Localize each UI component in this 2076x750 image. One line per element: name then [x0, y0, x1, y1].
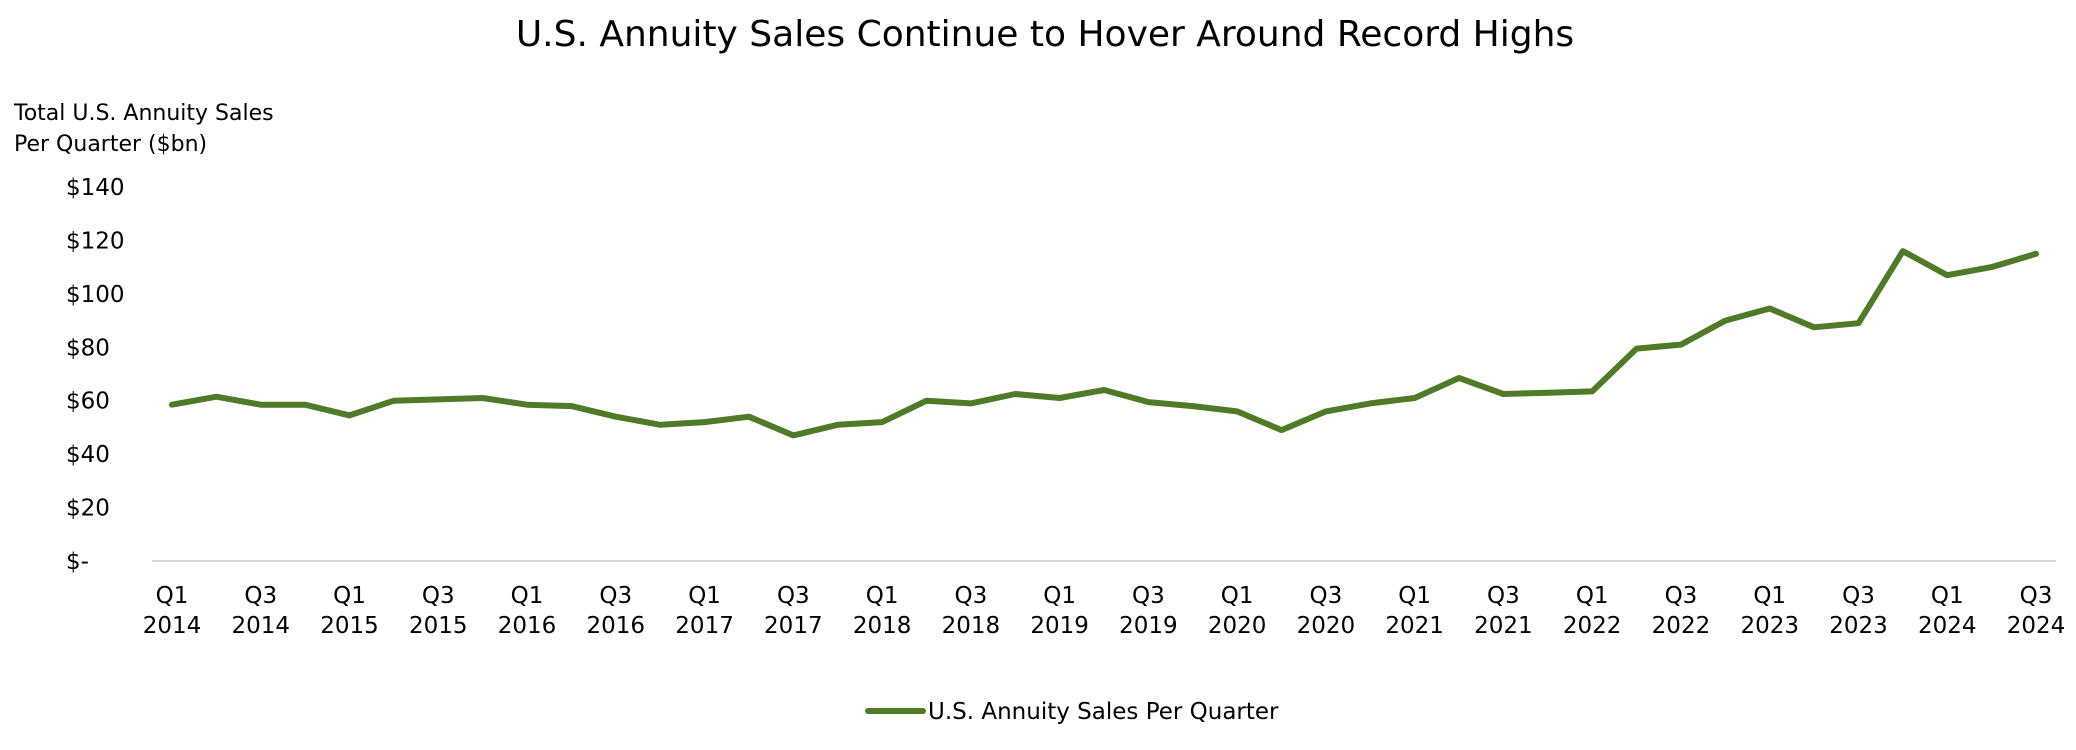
y-tick-label: $60 [66, 389, 110, 415]
x-tick-label-year: 2020 [1297, 613, 1356, 639]
x-tick-label-year: 2015 [409, 613, 468, 639]
x-tick-label-quarter: Q3 [777, 583, 810, 609]
x-tick-label-quarter: Q1 [1931, 583, 1964, 609]
y-axis-label-line-2: Per Quarter ($bn) [14, 132, 207, 157]
x-tick-label-quarter: Q1 [333, 583, 366, 609]
x-axis-ticks: Q1 2014 Q3 2014 Q1 2015 Q3 2015 Q1 2016 Q3 2016 Q1 20… [143, 583, 2066, 639]
x-tick-label-year: 2022 [1563, 613, 1622, 639]
y-axis-ticks: $- $20 $40 $60 $80 $100 $120 $140 [66, 175, 125, 575]
x-tick-label-quarter: Q3 [1310, 583, 1343, 609]
y-tick-label: $40 [66, 442, 110, 468]
x-tick-label-quarter: Q1 [1043, 583, 1076, 609]
x-tick-label-year: 2016 [498, 613, 557, 639]
x-tick-label-year: 2022 [1652, 613, 1711, 639]
x-tick-label-year: 2017 [764, 613, 823, 639]
y-axis-label-line-1: Total U.S. Annuity Sales [13, 101, 274, 126]
legend-label: U.S. Annuity Sales Per Quarter [928, 699, 1279, 725]
x-tick-label-quarter: Q3 [1842, 583, 1875, 609]
x-tick-label-year: 2024 [2007, 613, 2066, 639]
x-tick-label-year: 2023 [1829, 613, 1888, 639]
x-tick-label-year: 2015 [320, 613, 379, 639]
x-tick-label-quarter: Q1 [688, 583, 721, 609]
x-tick-label-quarter: Q3 [1487, 583, 1520, 609]
x-tick-label-quarter: Q1 [1221, 583, 1254, 609]
x-tick-label-year: 2021 [1474, 613, 1533, 639]
x-tick-label-year: 2018 [853, 613, 912, 639]
chart-title: U.S. Annuity Sales Continue to Hover Aro… [516, 14, 1574, 55]
y-tick-label: $100 [66, 282, 125, 308]
series-layer [169, 248, 2039, 439]
x-tick-label-quarter: Q3 [1132, 583, 1165, 609]
x-tick-label-quarter: Q3 [954, 583, 987, 609]
x-tick-label-year: 2014 [143, 613, 202, 639]
y-tick-label: $- [66, 549, 89, 575]
x-tick-label-quarter: Q3 [1665, 583, 1698, 609]
x-tick-label-quarter: Q3 [244, 583, 277, 609]
x-tick-label-quarter: Q1 [1753, 583, 1786, 609]
y-tick-label: $20 [66, 496, 110, 522]
x-tick-label-year: 2018 [942, 613, 1001, 639]
x-tick-label-quarter: Q3 [599, 583, 632, 609]
x-tick-label-quarter: Q1 [511, 583, 544, 609]
x-tick-label-quarter: Q1 [866, 583, 899, 609]
x-tick-label-year: 2014 [231, 613, 290, 639]
x-tick-label-year: 2024 [1918, 613, 1977, 639]
y-tick-label: $140 [66, 175, 125, 201]
series-line-annuity-sales [169, 248, 2039, 439]
x-tick-label-year: 2020 [1208, 613, 1267, 639]
x-tick-label-year: 2021 [1385, 613, 1444, 639]
x-tick-label-quarter: Q1 [1576, 583, 1609, 609]
x-tick-label-year: 2017 [675, 613, 734, 639]
x-tick-label-year: 2023 [1740, 613, 1799, 639]
y-tick-label: $80 [66, 335, 110, 361]
x-tick-label-year: 2019 [1030, 613, 1089, 639]
legend: U.S. Annuity Sales Per Quarter [865, 699, 1279, 725]
x-tick-label-quarter: Q1 [156, 583, 189, 609]
x-tick-label-quarter: Q3 [2020, 583, 2053, 609]
x-tick-label-year: 2016 [587, 613, 646, 639]
x-tick-label-quarter: Q1 [1398, 583, 1431, 609]
y-tick-label: $120 [66, 228, 125, 254]
x-tick-label-quarter: Q3 [422, 583, 455, 609]
x-tick-label-year: 2019 [1119, 613, 1178, 639]
